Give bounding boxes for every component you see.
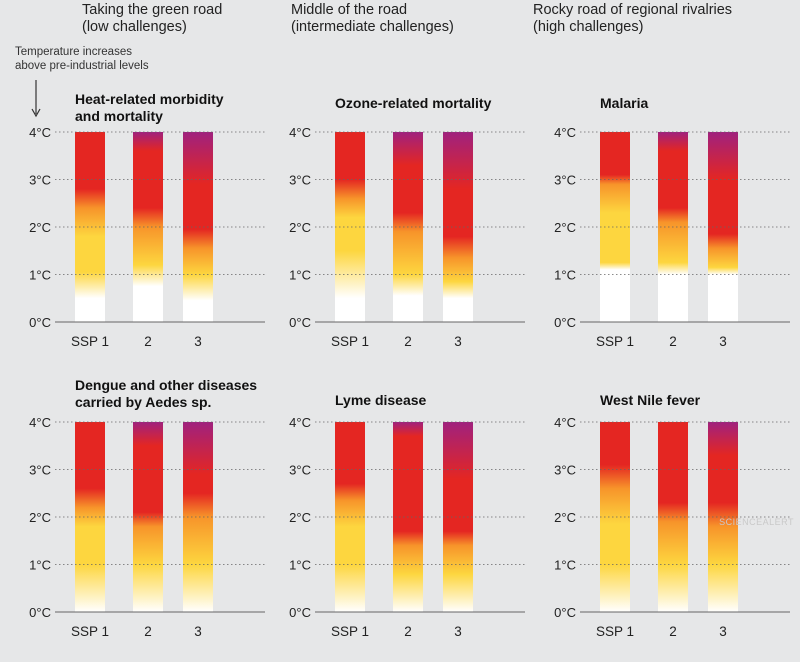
x-tick-label: 3 xyxy=(719,624,727,639)
y-tick-label: 1°C xyxy=(29,268,51,283)
x-tick-label: 3 xyxy=(454,334,462,349)
scenario-subtitle: (intermediate challenges) xyxy=(291,19,454,35)
chart-title: Dengue and other diseases carried by Aede… xyxy=(75,377,257,410)
y-tick-label: 2°C xyxy=(29,510,51,525)
chart-title-line: West Nile fever xyxy=(600,392,701,408)
chart-title-line: Malaria xyxy=(600,95,648,111)
y-tick-label: 3°C xyxy=(289,173,311,188)
x-tick-label: SSP 1 xyxy=(331,624,369,639)
y-tick-label: 3°C xyxy=(29,173,51,188)
y-tick-label: 1°C xyxy=(29,558,51,573)
y-tick-label: 1°C xyxy=(554,558,576,573)
y-tick-label: 0°C xyxy=(29,605,51,620)
x-tick-label: 2 xyxy=(404,624,412,639)
x-tick-label: 2 xyxy=(669,334,677,349)
panel-dengue: Dengue and other diseases carried by Aede… xyxy=(15,372,275,642)
y-tick-label: 0°C xyxy=(289,315,311,330)
y-tick-label: 3°C xyxy=(289,463,311,478)
chart-title-line: Lyme disease xyxy=(335,392,427,408)
chart-title-line: Ozone-related mortality xyxy=(335,95,492,111)
chart-svg: Ozone-related mortality 0°C 1°C 2°C 3°C 4°C SS… xyxy=(289,95,525,349)
y-tick-label: 4°C xyxy=(554,415,576,430)
chart-svg: Heat-related morbidity and mortality 0°C 1°… xyxy=(29,91,265,349)
chart-title: Lyme disease xyxy=(335,392,427,408)
x-tick-label: 3 xyxy=(194,334,202,349)
scenario-subtitle: (high challenges) xyxy=(533,19,644,35)
y-tick-label: 3°C xyxy=(554,173,576,188)
x-tick-label: 3 xyxy=(194,624,202,639)
x-tick-label: SSP 1 xyxy=(596,334,634,349)
chart-title-line: and mortality xyxy=(75,108,163,124)
y-tick-label: 0°C xyxy=(289,605,311,620)
panel-ozone-mortality: Ozone-related mortality 0°C 1°C 2°C 3°C 4°C SS… xyxy=(275,82,535,352)
panel-malaria: Malaria 0°C 1°C 2°C 3°C 4°C SSP 1 2 3 xyxy=(540,82,800,352)
x-tick-label: 2 xyxy=(669,624,677,639)
chart-title: West Nile fever xyxy=(600,392,701,408)
watermark: SCIENCEALERT xyxy=(719,517,794,527)
y-tick-label: 0°C xyxy=(29,315,51,330)
y-tick-label: 2°C xyxy=(29,220,51,235)
down-arrow-icon xyxy=(31,80,41,118)
x-tick-label: 3 xyxy=(454,624,462,639)
scenario-subtitle: (low challenges) xyxy=(82,19,187,35)
x-tick-label: SSP 1 xyxy=(596,624,634,639)
chart-title: Malaria xyxy=(600,95,648,111)
scenario-heading-high: Rocky road of regional rivalries (high c… xyxy=(533,2,732,36)
scenario-title: Middle of the road xyxy=(291,2,408,18)
x-tick-label: SSP 1 xyxy=(71,624,109,639)
chart-svg: Malaria 0°C 1°C 2°C 3°C 4°C SSP 1 2 3 xyxy=(554,95,790,349)
y-tick-label: 4°C xyxy=(29,415,51,430)
chart-title: Heat-related morbidity and mortality xyxy=(75,91,224,124)
scenario-title: Rocky road of regional rivalries xyxy=(533,2,733,18)
y-tick-label: 1°C xyxy=(289,268,311,283)
y-tick-label: 2°C xyxy=(289,220,311,235)
x-tick-label: 2 xyxy=(144,624,152,639)
y-tick-label: 4°C xyxy=(29,125,51,140)
scenario-title: Taking the green road xyxy=(82,2,223,18)
y-tick-label: 4°C xyxy=(289,125,311,140)
panel-lyme: Lyme disease 0°C 1°C 2°C 3°C 4°C SSP 1 2 3 xyxy=(275,372,535,642)
x-tick-label: SSP 1 xyxy=(71,334,109,349)
x-tick-label: SSP 1 xyxy=(331,334,369,349)
chart-title-line: Heat-related morbidity xyxy=(75,91,224,107)
chart-title-line: Dengue and other diseases xyxy=(75,377,257,393)
x-tick-label: 2 xyxy=(144,334,152,349)
y-tick-label: 1°C xyxy=(289,558,311,573)
x-tick-label: 2 xyxy=(404,334,412,349)
scenario-heading-intermediate: Middle of the road (intermediate challen… xyxy=(291,2,454,36)
chart-svg: Lyme disease 0°C 1°C 2°C 3°C 4°C SSP 1 2 3 xyxy=(289,392,525,639)
panel-heat-morbidity: Heat-related morbidity and mortality 0°C 1°… xyxy=(15,82,275,352)
y-tick-label: 3°C xyxy=(554,463,576,478)
y-tick-label: 4°C xyxy=(289,415,311,430)
note-line: above pre-industrial levels xyxy=(15,60,149,72)
x-tick-label: 3 xyxy=(719,334,727,349)
y-tick-label: 4°C xyxy=(554,125,576,140)
y-tick-label: 1°C xyxy=(554,268,576,283)
panel-west-nile: West Nile fever 0°C 1°C 2°C 3°C 4°C SSP 1 2 3 xyxy=(540,372,800,642)
y-tick-label: 3°C xyxy=(29,463,51,478)
y-tick-label: 0°C xyxy=(554,605,576,620)
temperature-note: Temperature increases above pre-industri… xyxy=(15,45,149,73)
y-tick-label: 0°C xyxy=(554,315,576,330)
chart-svg: Dengue and other diseases carried by Aede… xyxy=(29,377,265,639)
y-tick-label: 2°C xyxy=(289,510,311,525)
chart-title: Ozone-related mortality xyxy=(335,95,492,111)
note-line: Temperature increases xyxy=(15,46,132,58)
y-tick-label: 2°C xyxy=(554,220,576,235)
chart-title-line: carried by Aedes sp. xyxy=(75,394,211,410)
y-tick-label: 2°C xyxy=(554,510,576,525)
scenario-heading-low: Taking the green road (low challenges) xyxy=(82,2,222,36)
